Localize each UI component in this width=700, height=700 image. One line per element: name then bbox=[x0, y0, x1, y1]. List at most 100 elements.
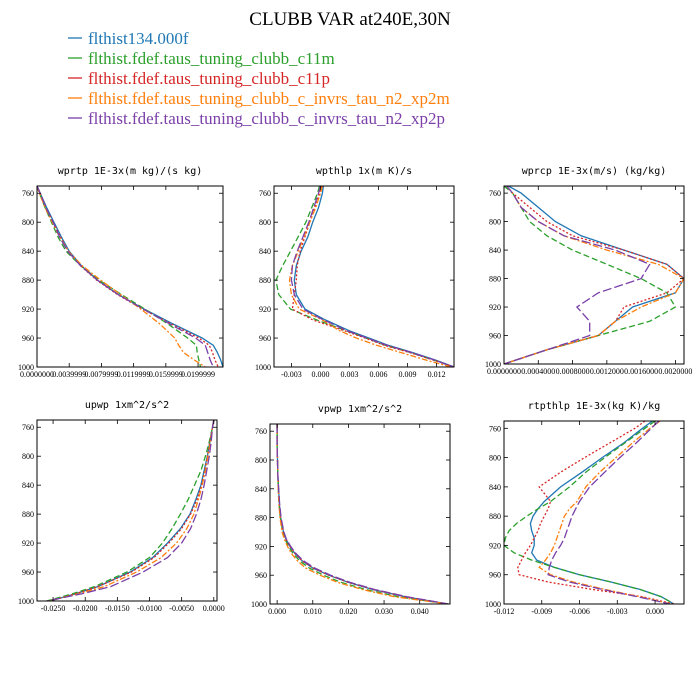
plot-frame bbox=[273, 185, 455, 368]
y-tick-label: 760 bbox=[259, 189, 271, 198]
legend-entry: flthist134.000f bbox=[88, 29, 189, 48]
panel: wprtp 1E-3x(m kg)/(s kg) 760 800 840 880 920 9… bbox=[18, 166, 224, 379]
y-tick-label: 920 bbox=[489, 541, 501, 550]
y-tick-label: 960 bbox=[22, 334, 34, 343]
x-tick-label: 0.040 bbox=[411, 607, 429, 616]
x-tick-label: 0.0079999 bbox=[84, 370, 118, 379]
x-tick-label: 0.0020000 bbox=[658, 367, 692, 376]
x-tick-label: 0.000 bbox=[311, 370, 329, 379]
x-tick-label: 0.0008000 bbox=[556, 367, 590, 376]
y-tick-label: 840 bbox=[255, 485, 267, 494]
plot-frame bbox=[503, 420, 685, 605]
y-tick-label: 880 bbox=[255, 514, 267, 523]
x-tick-label: 0.010 bbox=[304, 607, 322, 616]
panel: wprcp 1E-3x(m/s) (kg/kg) 760 800 840 880 920 9… bbox=[485, 166, 692, 376]
panel-title: upwp 1xm^2/s^2 bbox=[85, 400, 169, 411]
series-line bbox=[293, 186, 454, 367]
x-tick-label: 0.0159999 bbox=[149, 370, 183, 379]
x-tick-label: -0.009 bbox=[531, 607, 552, 616]
panel: upwp 1xm^2/s^2 760 800 840 880 920 960 1000 -0.0… bbox=[18, 400, 225, 613]
x-tick-label: -0.0050 bbox=[169, 604, 194, 613]
series-line bbox=[276, 424, 449, 604]
y-tick-label: 880 bbox=[489, 275, 501, 284]
series-line bbox=[46, 420, 215, 601]
y-tick-label: 960 bbox=[259, 334, 271, 343]
panel-title: wprtp 1E-3x(m kg)/(s kg) bbox=[58, 166, 203, 177]
x-tick-label: 0.030 bbox=[375, 607, 393, 616]
x-tick-label: -0.003 bbox=[607, 607, 628, 616]
x-tick-label: 0.0016000 bbox=[624, 367, 658, 376]
y-tick-label: 760 bbox=[22, 189, 34, 198]
y-tick-label: 1000 bbox=[485, 360, 501, 369]
legend-entry: flthist.fdef.taus_tuning_clubb_c11p bbox=[88, 69, 330, 88]
legend-entry: flthist.fdef.taus_tuning_clubb_c_invrs_t… bbox=[88, 89, 450, 108]
series-line bbox=[504, 186, 677, 364]
x-tick-label: 0.0199999 bbox=[181, 370, 215, 379]
series-line bbox=[547, 421, 671, 604]
series-line bbox=[504, 186, 651, 364]
y-tick-label: 880 bbox=[259, 276, 271, 285]
x-tick-label: 0.0000000 bbox=[487, 367, 521, 376]
y-tick-label: 920 bbox=[22, 305, 34, 314]
y-tick-label: 840 bbox=[22, 247, 34, 256]
series-line bbox=[37, 186, 206, 367]
y-tick-label: 800 bbox=[259, 218, 271, 227]
panels: wprtp 1E-3x(m kg)/(s kg) 760 800 840 880 920 9… bbox=[18, 166, 692, 616]
y-tick-label: 840 bbox=[259, 247, 271, 256]
x-tick-label: 0.009 bbox=[399, 370, 417, 379]
y-tick-label: 880 bbox=[22, 510, 34, 519]
y-tick-label: 960 bbox=[22, 568, 34, 577]
plot-frame bbox=[36, 185, 224, 368]
plot-frame bbox=[503, 185, 685, 365]
x-tick-label: 0.020 bbox=[339, 607, 357, 616]
x-tick-label: 0.0119999 bbox=[117, 370, 151, 379]
panel-title: wprcp 1E-3x(m/s) (kg/kg) bbox=[522, 166, 667, 177]
y-tick-label: 960 bbox=[489, 332, 501, 341]
series-line bbox=[504, 186, 684, 364]
series-line bbox=[47, 420, 215, 601]
y-tick-label: 800 bbox=[22, 452, 34, 461]
x-tick-label: -0.0200 bbox=[73, 604, 98, 613]
y-tick-label: 800 bbox=[489, 454, 501, 463]
plot-frame bbox=[269, 423, 451, 605]
y-tick-label: 960 bbox=[255, 571, 267, 580]
y-tick-label: 1000 bbox=[251, 600, 267, 609]
x-tick-label: 0.0012000 bbox=[590, 367, 624, 376]
y-tick-label: 920 bbox=[489, 303, 501, 312]
series-line bbox=[290, 186, 454, 367]
y-tick-label: 760 bbox=[489, 189, 501, 198]
y-tick-label: 760 bbox=[489, 424, 501, 433]
x-tick-label: -0.012 bbox=[494, 607, 515, 616]
series-line bbox=[276, 424, 449, 604]
x-tick-label: -0.006 bbox=[569, 607, 590, 616]
y-tick-label: 1000 bbox=[255, 363, 271, 372]
x-tick-label: 0.012 bbox=[428, 370, 446, 379]
legend-entry: flthist.fdef.taus_tuning_clubb_c11m bbox=[88, 49, 335, 68]
series-line bbox=[276, 424, 449, 604]
x-tick-label: -0.0250 bbox=[41, 604, 66, 613]
y-tick-label: 880 bbox=[22, 276, 34, 285]
y-tick-label: 840 bbox=[22, 481, 34, 490]
series-line bbox=[37, 186, 219, 367]
panel: rtpthlp 1E-3x(kg K)/kg 760 800 840 880 920 960… bbox=[485, 401, 685, 616]
x-tick-label: 0.000 bbox=[646, 607, 664, 616]
panel-title: wpthlp 1x(m K)/s bbox=[316, 166, 412, 177]
y-tick-label: 920 bbox=[255, 542, 267, 551]
panel-title: rtpthlp 1E-3x(kg K)/kg bbox=[528, 401, 660, 412]
panel-title: vpwp 1xm^2/s^2 bbox=[318, 404, 402, 415]
series-line bbox=[37, 186, 223, 367]
series-line bbox=[275, 186, 454, 367]
series-line bbox=[37, 186, 214, 367]
y-tick-label: 960 bbox=[489, 571, 501, 580]
series-line bbox=[46, 420, 215, 601]
y-tick-label: 800 bbox=[489, 218, 501, 227]
x-tick-label: -0.0150 bbox=[105, 604, 130, 613]
legend: flthist134.000fflthist.fdef.taus_tuning_… bbox=[68, 29, 450, 128]
series-line bbox=[288, 186, 452, 367]
series-line bbox=[276, 424, 449, 604]
y-tick-label: 840 bbox=[489, 483, 501, 492]
x-tick-label: 0.0000000 bbox=[20, 370, 54, 379]
y-tick-label: 920 bbox=[259, 305, 271, 314]
plot-frame bbox=[36, 419, 218, 602]
